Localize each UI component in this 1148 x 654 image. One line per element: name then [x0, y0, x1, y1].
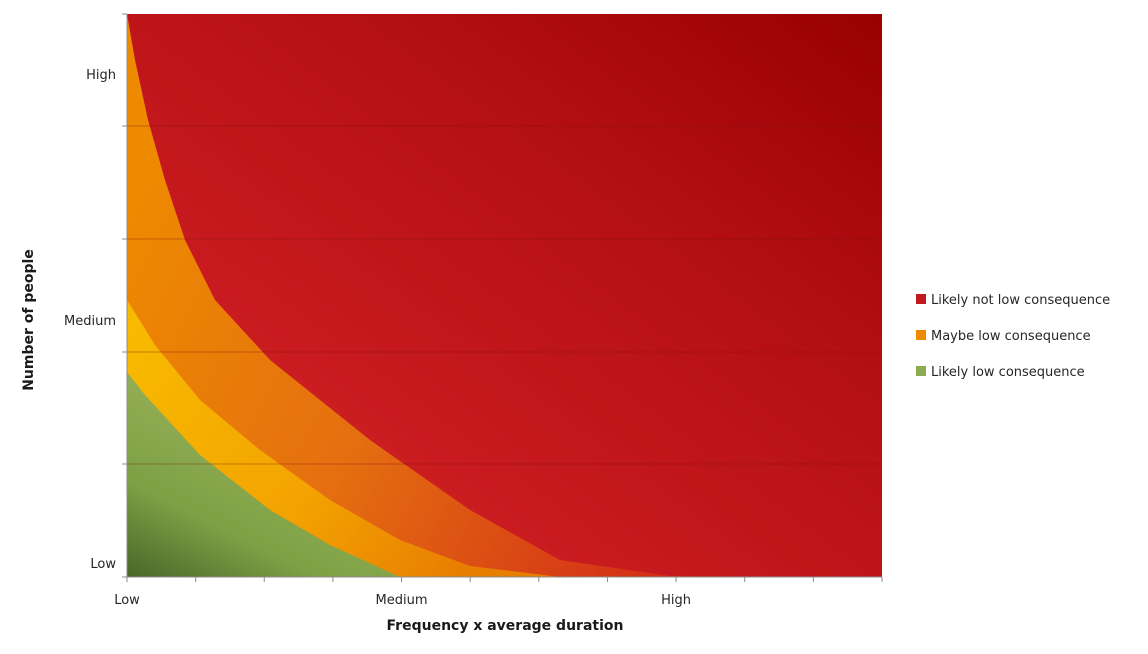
- x-tick-label-high: High: [661, 593, 691, 608]
- plot-area: [127, 14, 882, 577]
- legend-swatch-likely-not-low: [916, 294, 926, 304]
- legend-label-likely-low: Likely low consequence: [931, 365, 1085, 380]
- legend-swatch-likely-low: [916, 366, 926, 376]
- x-axis-title: Frequency x average duration: [387, 618, 624, 634]
- region-likely-low: [127, 372, 400, 577]
- y-tick-label-high: High: [86, 68, 116, 83]
- legend-label-maybe-low: Maybe low consequence: [931, 329, 1091, 344]
- x-tick-label-low: Low: [114, 593, 140, 608]
- gridlines: [127, 125, 882, 465]
- legend: Likely not low consequence Maybe low con…: [916, 293, 1110, 380]
- y-tick-label-medium: Medium: [64, 314, 116, 329]
- y-tick-label-low: Low: [90, 557, 116, 572]
- axes: [122, 13, 883, 582]
- legend-swatch-maybe-low: [916, 330, 926, 340]
- x-axis-tick-labels: Low Medium High: [114, 593, 691, 608]
- legend-label-likely-not-low: Likely not low consequence: [931, 293, 1110, 308]
- x-tick-label-medium: Medium: [376, 593, 428, 608]
- y-axis-title: Number of people: [21, 249, 37, 391]
- region-maybe-low-outer: [127, 14, 882, 577]
- y-axis-tick-labels: Low Medium High: [64, 68, 116, 572]
